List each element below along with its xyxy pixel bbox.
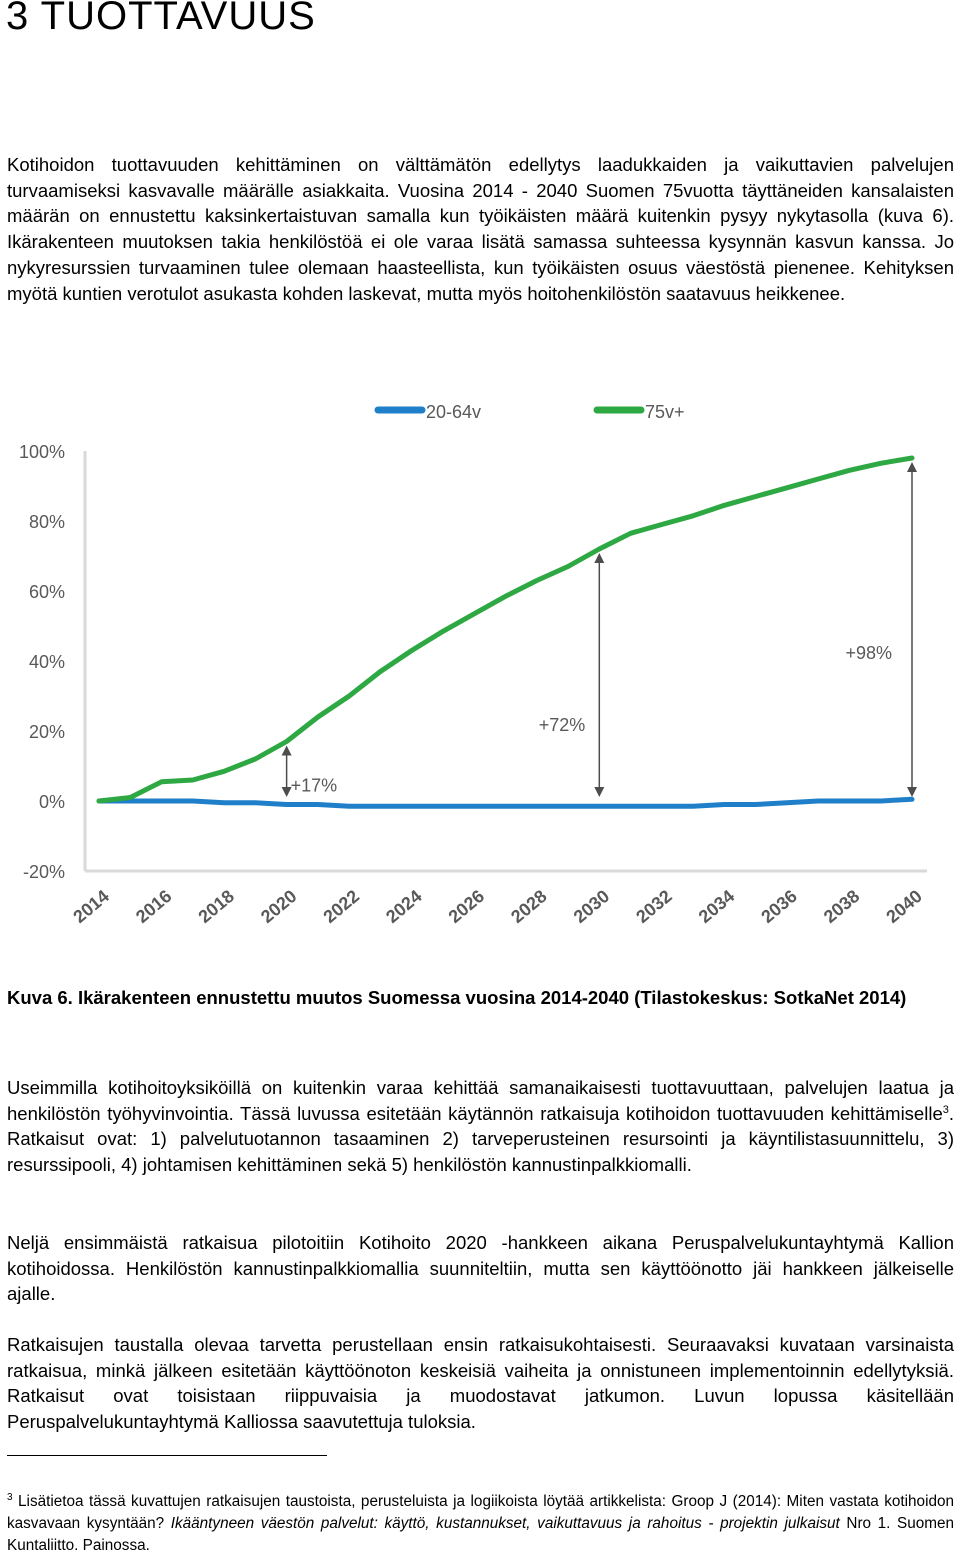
legend-label: 75v+ bbox=[645, 402, 685, 422]
paragraph-pilots: Neljä ensimmäistä ratkaisua pilotoitiin … bbox=[7, 1232, 954, 1305]
series-line-working-age bbox=[96, 796, 915, 809]
annotation-arrow-head-up bbox=[594, 553, 605, 563]
y-tick-label: 0% bbox=[39, 792, 65, 812]
footnote-reference: 3 bbox=[942, 1103, 949, 1116]
annotation-arrow-head-down bbox=[281, 787, 292, 797]
x-tick-label: 2022 bbox=[320, 886, 364, 927]
chart-svg: -20% 0% 20% 40% 60% 80% 100% 2014 2016 2018 2020 20… bbox=[19, 402, 927, 927]
annotation-label: +98% bbox=[845, 643, 892, 663]
x-tick-label: 2034 bbox=[695, 886, 739, 927]
x-tick-label: 2036 bbox=[757, 886, 801, 927]
x-tick-label: 2028 bbox=[507, 886, 551, 927]
annotation-arrow-head-down bbox=[594, 787, 605, 797]
x-tick-label: 2030 bbox=[570, 886, 614, 927]
y-tick-label: 60% bbox=[29, 582, 65, 602]
x-tick-label: 2018 bbox=[194, 886, 238, 927]
x-tick-label: 2020 bbox=[257, 886, 301, 927]
series-line-elderly bbox=[96, 455, 915, 804]
x-tick-label: 2026 bbox=[445, 886, 489, 927]
footnote-number: 3 bbox=[7, 1491, 13, 1503]
legend-label: 20-64v bbox=[426, 402, 481, 422]
intro-paragraph: Kotihoidon tuottavuuden kehittäminen on … bbox=[7, 154, 954, 304]
paragraph-solutions: Useimmilla kotihoitoyksiköillä on kuiten… bbox=[7, 1075, 954, 1178]
footnote-text-end: Nro 1. Suomen Kuntaliitto. Painossa. bbox=[7, 1515, 955, 1554]
footnote-divider bbox=[7, 1455, 327, 1456]
figure-caption: Kuva 6. Ikärakenteen ennustettu muutos S… bbox=[7, 987, 907, 1008]
x-tick-label: 2032 bbox=[632, 886, 676, 927]
age-structure-chart: -20% 0% 20% 40% 60% 80% 100% 2014 2016 2018 2020 20… bbox=[0, 390, 960, 960]
annotation-label: +17% bbox=[291, 775, 338, 795]
y-tick-label: 40% bbox=[29, 652, 65, 672]
x-tick-label: 2038 bbox=[820, 886, 864, 927]
paragraph-solutions-text-end: . Ratkaisut ovat: 1) palvelutuotannon ta… bbox=[7, 1102, 954, 1176]
annotation-arrow-head-up bbox=[281, 745, 292, 756]
x-tick-label: 2014 bbox=[69, 886, 113, 927]
x-tick-label: 2024 bbox=[382, 886, 426, 927]
y-tick-label: -20% bbox=[23, 862, 65, 882]
footnote: 3 Lisätietoa tässä kuvattujen ratkaisuje… bbox=[7, 1491, 954, 1557]
paragraph-solutions-text: Useimmilla kotihoitoyksiköillä on kuiten… bbox=[7, 1077, 954, 1124]
annotation-arrow-head-up bbox=[907, 462, 917, 472]
annotation-label: +72% bbox=[539, 715, 586, 735]
page-heading: 3 TUOTTAVUUS bbox=[6, 0, 316, 38]
y-tick-label: 80% bbox=[29, 512, 65, 532]
footnote-text: Lisätietoa tässä kuvattujen ratkaisujen … bbox=[7, 1493, 954, 1532]
x-tick-label: 2016 bbox=[132, 886, 176, 927]
paragraph-structure: Ratkaisujen taustalla olevaa tarvetta pe… bbox=[7, 1334, 954, 1433]
y-tick-label: 20% bbox=[29, 722, 65, 742]
x-tick-label: 2040 bbox=[882, 886, 926, 927]
y-tick-label: 100% bbox=[19, 442, 65, 462]
annotation-arrow-head-down bbox=[907, 787, 917, 797]
footnote-italic-title: Ikääntyneen väestön palvelut: käyttö, ku… bbox=[170, 1515, 840, 1532]
